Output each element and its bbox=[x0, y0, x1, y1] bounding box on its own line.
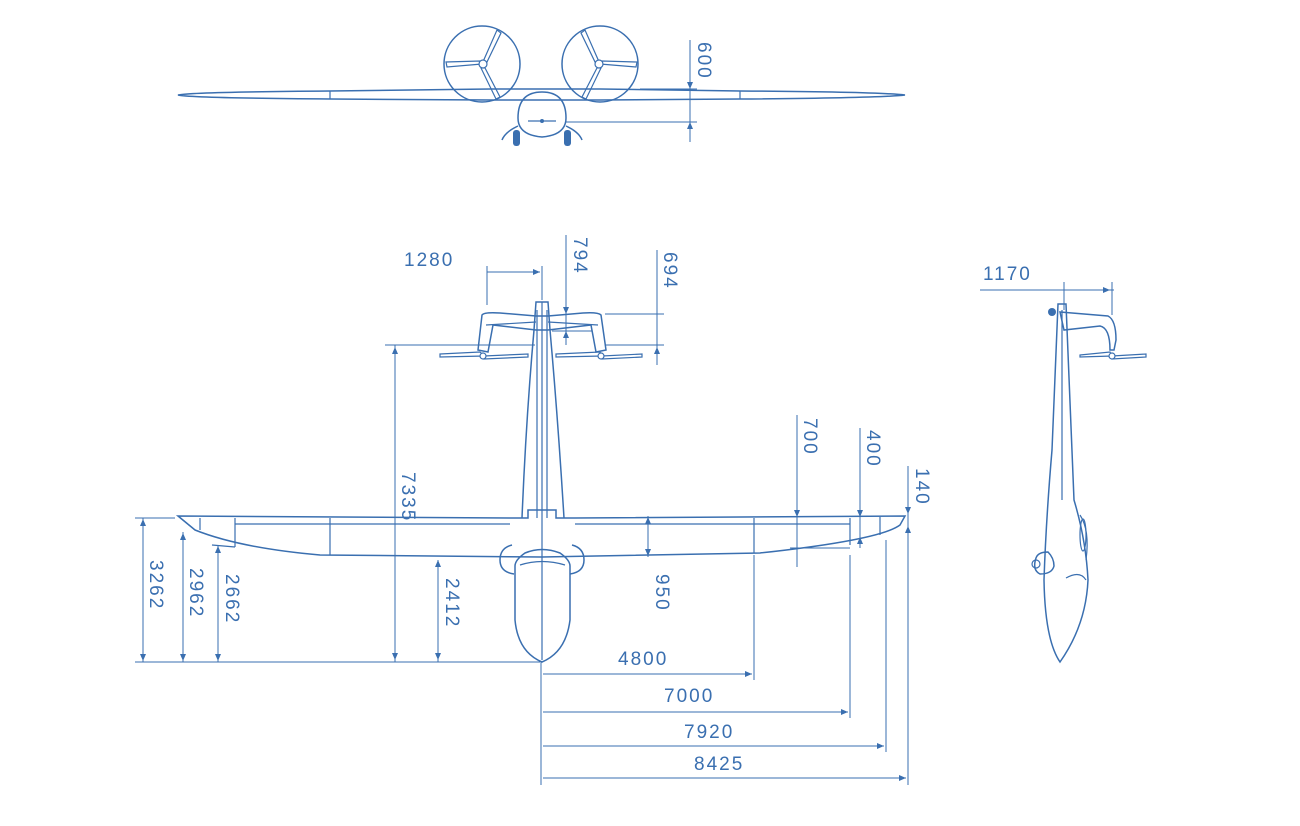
dim-794-label: 794 bbox=[569, 237, 590, 275]
side-view: 1170 bbox=[980, 264, 1147, 664]
dim-2962-label: 2962 bbox=[185, 568, 206, 618]
front-right-propeller bbox=[580, 29, 638, 100]
dim-2412-label: 2412 bbox=[441, 578, 462, 628]
dim-1170-label: 1170 bbox=[983, 264, 1032, 285]
dim-7335-label: 7335 bbox=[397, 472, 418, 522]
dim-400-label: 400 bbox=[862, 430, 883, 468]
front-view: 600 bbox=[177, 25, 906, 146]
dim-950-label: 950 bbox=[651, 574, 672, 612]
top-view bbox=[175, 301, 907, 663]
dim-700-label: 700 bbox=[799, 418, 820, 456]
front-left-propeller bbox=[445, 29, 502, 100]
top-view-dimensions: 1280 794 694 7335 2412 3262 bbox=[135, 235, 932, 785]
dim-7000-label: 7000 bbox=[664, 686, 714, 707]
dim-2662-label: 2662 bbox=[221, 574, 242, 624]
dim-140-label: 140 bbox=[911, 468, 932, 506]
dim-1280-label: 1280 bbox=[404, 250, 454, 271]
dim-8425-label: 8425 bbox=[694, 754, 744, 775]
dim-694-label: 694 bbox=[659, 252, 680, 290]
dim-600-label: 600 bbox=[693, 42, 714, 80]
dim-3262-label: 3262 bbox=[145, 560, 166, 610]
dim-7920-label: 7920 bbox=[684, 722, 734, 743]
dim-4800-label: 4800 bbox=[618, 649, 668, 670]
